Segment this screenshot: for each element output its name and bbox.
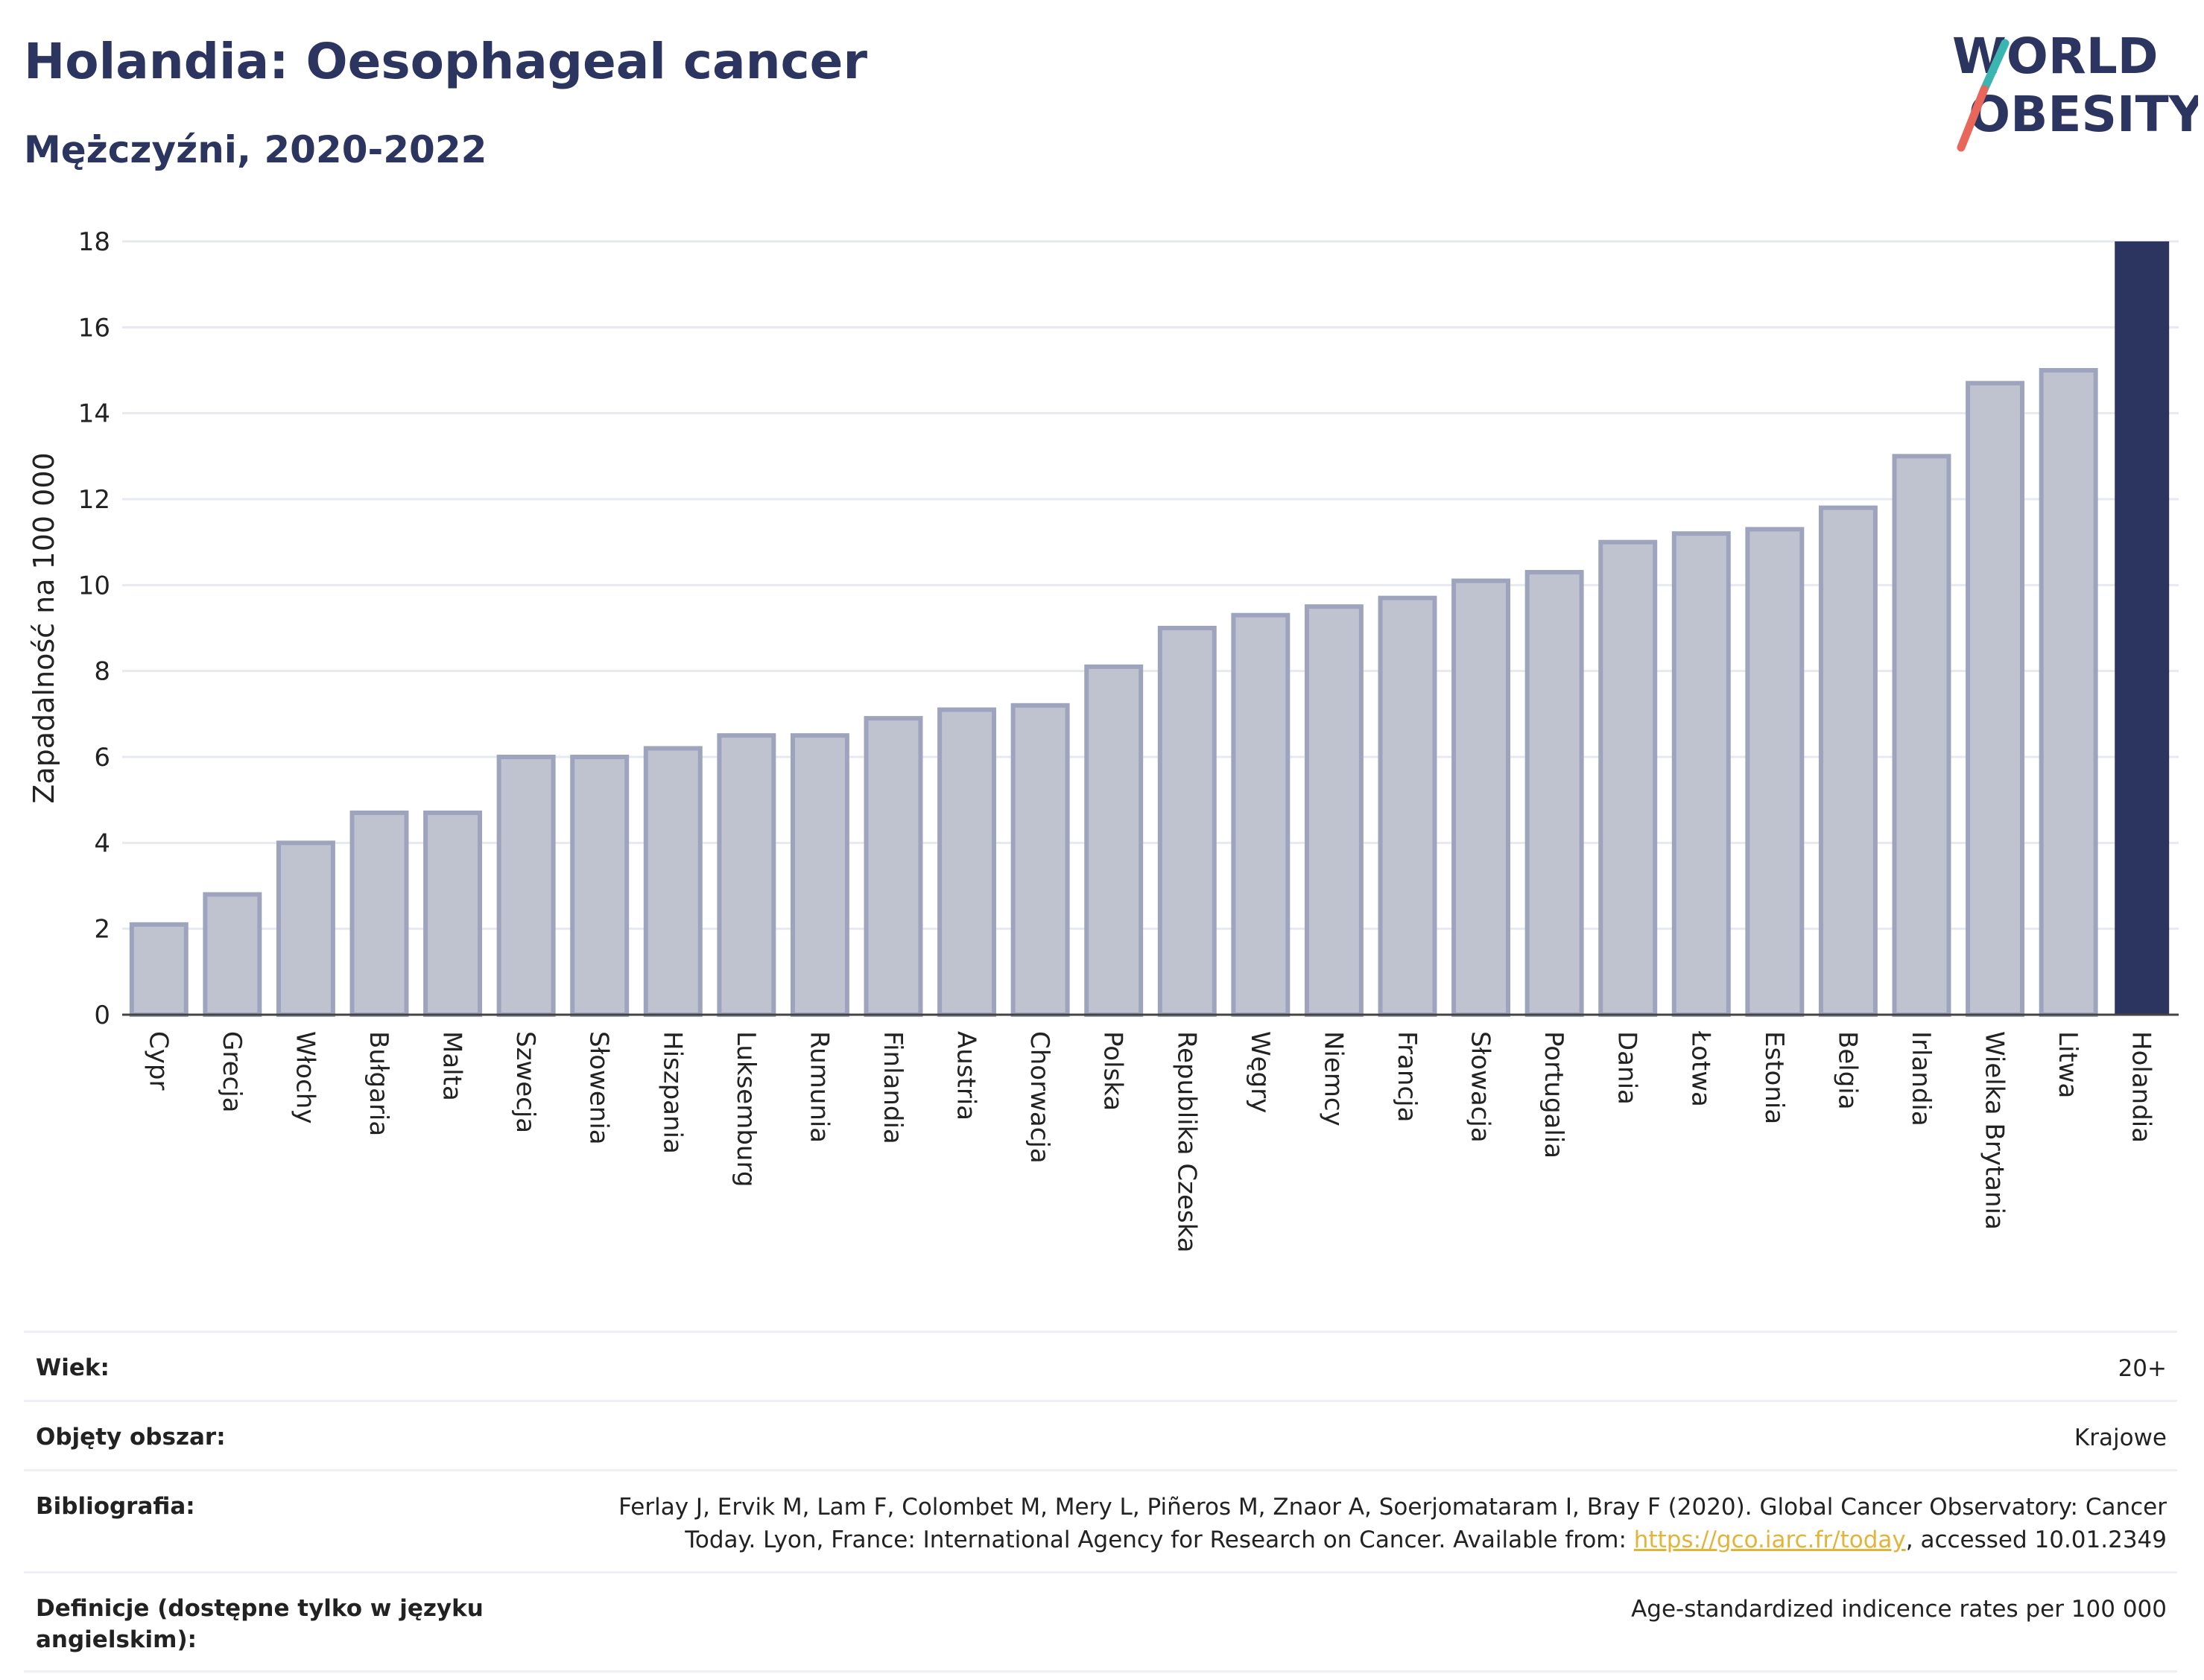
bar-dania [1598,539,1658,1017]
y-tick-label: 16 [78,313,110,343]
logo-line2: OBESITY [1969,86,2198,143]
x-tick-label: Belgia [1832,1031,1862,1110]
bar-hiszpania [643,746,703,1017]
bar-łotwa [1671,531,1731,1017]
y-tick-label: 14 [78,399,110,429]
y-tick-label: 12 [78,485,110,515]
x-tick-label: Grecja [217,1031,247,1112]
bar-luksemburg [717,733,776,1018]
x-tick-label: Hiszpania [657,1031,687,1154]
x-tick-label: Niemcy [1318,1031,1348,1126]
x-tick-label: Holandia [2127,1031,2156,1143]
x-tick-label: Dania [1612,1031,1642,1105]
x-tick-label: Litwa [2053,1031,2083,1098]
bar-włochy [276,840,335,1017]
x-tick-label: Francja [1392,1031,1422,1122]
info-label: Bibliografia: [36,1493,195,1520]
info-row-area: Objęty obszar: Krajowe [24,1400,2177,1469]
y-tick-label: 0 [94,1001,110,1030]
bar-rumunia [790,733,849,1018]
info-value: Age-standardized indicence rates per 100… [1631,1596,2167,1623]
bibliography-line-1: Ferlay J, Ervik M, Lam F, Colombet M, Me… [618,1494,2167,1521]
bibliography-suffix: , accessed 10.01.2349 [1905,1527,2167,1553]
y-axis-label: Zapadalność na 100 000 [28,452,60,803]
x-tick-label: Węgry [1245,1031,1275,1113]
bar-malta [423,810,483,1017]
x-tick-label: Włochy [290,1031,320,1123]
info-table: Wiek: 20+ Objęty obszar: Krajowe Bibliog… [24,1331,2177,1673]
bibliography-line-2-text: Today. Lyon, France: International Agenc… [685,1527,1634,1553]
x-tick-label: Chorwacja [1025,1031,1054,1164]
logo-line1: WORLD [1952,28,2159,85]
y-tick-label: 6 [94,743,110,773]
info-label: Wiek: [36,1354,110,1381]
x-tick-label: Luksemburg [731,1031,761,1187]
x-tick-label: Szwecja [510,1031,540,1133]
info-label: Definicje (dostępne tylko w języku angie… [36,1595,484,1653]
chart-subtitle: Mężczyźni, 2020-2022 [24,128,487,171]
info-row-age: Wiek: 20+ [24,1331,2177,1400]
logo-slash-bottom [1957,85,1989,152]
x-tick-label: Estonia [1759,1031,1789,1124]
y-tick-label: 2 [94,915,110,945]
bar-republika-czeska [1157,626,1217,1017]
x-tick-label: Bułgaria [364,1031,393,1136]
info-value: Ferlay J, Ervik M, Lam F, Colombet M, Me… [498,1491,2177,1556]
bar-słowenia [570,755,630,1017]
bar-wielka-brytania [1966,381,2025,1018]
bar-polska [1084,664,1144,1018]
y-tick-label: 18 [78,227,110,257]
bar-cypr [129,922,189,1018]
bar-bułgaria [349,810,409,1017]
bibliography-line-2: Today. Lyon, France: International Agenc… [498,1524,2167,1556]
x-tick-label: Irlandia [1906,1031,1936,1126]
info-value: Krajowe [2074,1424,2167,1451]
bar-chorwacja [1010,703,1070,1017]
bibliography-link[interactable]: https://gco.iarc.fr/today [1633,1527,1906,1553]
bar-finlandia [864,716,923,1017]
x-tick-label: Cypr [143,1031,173,1090]
world-obesity-logo: WORLD OBESITY [1952,28,2198,152]
bar-niemcy [1304,604,1364,1017]
bar-szwecja [496,755,556,1017]
info-label: Objęty obszar: [36,1424,226,1451]
bar-grecja [203,892,262,1017]
x-tick-label: Portugalia [1539,1031,1568,1158]
x-tick-label: Malta [437,1031,467,1101]
y-tick-label: 8 [94,657,110,687]
x-tick-label: Republika Czeska [1171,1031,1201,1253]
bar-węgry [1231,612,1291,1017]
info-row-definitions: Definicje (dostępne tylko w języku angie… [24,1571,2177,1673]
info-value: 20+ [2118,1355,2167,1382]
bar-estonia [1745,527,1805,1018]
x-tick-label: Rumunia [804,1031,834,1143]
x-tick-label: Słowacja [1466,1031,1495,1143]
bar-litwa [2039,368,2098,1017]
x-tick-label: Finlandia [878,1031,908,1144]
x-tick-label: Wielka Brytania [1980,1031,2010,1230]
x-tick-label: Słowenia [584,1031,614,1145]
bar-francja [1378,595,1437,1017]
chart-title: Holandia: Oesophageal cancer [24,33,867,90]
x-tick-label: Austria [951,1031,981,1120]
bar-portugalia [1524,570,1584,1017]
bar-austria [937,707,997,1017]
bar-słowacja [1451,578,1511,1018]
bar-belgia [1818,505,1878,1017]
y-tick-label: 4 [94,828,110,858]
x-tick-label: Łotwa [1685,1030,1715,1107]
bar-chart: 0 2 4 6 8 10 12 14 16 18 Zapadalność na 100 000 Cyp… [28,227,2179,1253]
x-tick-label: Polska [1098,1031,1128,1111]
bar-irlandia [1892,454,1951,1018]
logo-slash-top [1980,39,2010,94]
info-row-bibliography: Bibliografia: Ferlay J, Ervik M, Lam F, … [24,1469,2177,1571]
y-tick-label: 10 [78,571,110,600]
bar-holandia [2115,241,2170,1015]
